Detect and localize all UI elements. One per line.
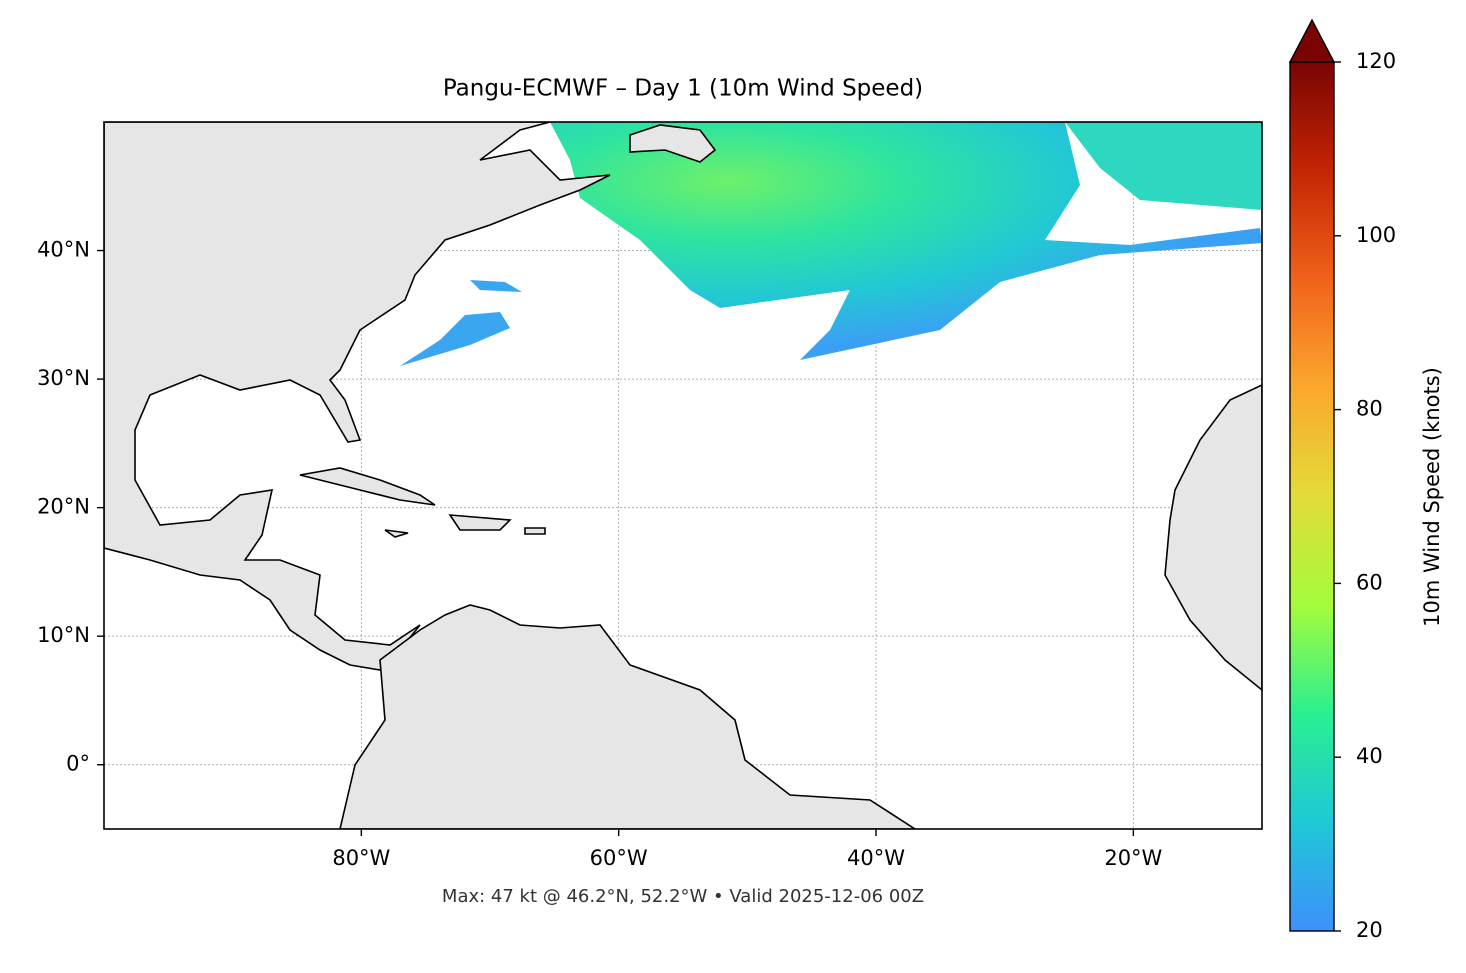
y-tick-label: 30°N bbox=[37, 366, 90, 390]
x-tick-label: 40°W bbox=[847, 846, 905, 870]
wind-field bbox=[470, 280, 522, 292]
x-tick-label: 20°W bbox=[1104, 846, 1162, 870]
colorbar-tick-label: 60 bbox=[1356, 570, 1383, 594]
y-tick-label: 0° bbox=[66, 752, 90, 776]
chart-title: Pangu-ECMWF – Day 1 (10m Wind Speed) bbox=[443, 76, 923, 102]
land bbox=[1164, 384, 1262, 692]
colorbar-extend bbox=[1288, 18, 1336, 63]
land bbox=[339, 604, 917, 829]
colorbar-tick-label: 40 bbox=[1356, 744, 1383, 768]
axes: 80°W 60°W 40°W 20°W 0° 10°N 20°N 30°N 40°N bbox=[37, 238, 1162, 870]
y-tick-label: 20°N bbox=[37, 495, 90, 519]
colorbar-tick-label: 20 bbox=[1356, 918, 1383, 942]
footer-note: Max: 47 kt @ 46.2°N, 52.2°W • Valid 2025… bbox=[442, 886, 924, 907]
map-frame bbox=[103, 121, 1263, 830]
colorbar-tick-label: 120 bbox=[1356, 49, 1396, 73]
land bbox=[299, 467, 436, 506]
colorbar: 10m Wind Speed (knots) 20 40 60 80 100 120 bbox=[1288, 18, 1444, 942]
y-tick-label: 40°N bbox=[37, 238, 90, 262]
y-tick-label: 10°N bbox=[37, 623, 90, 647]
land bbox=[104, 122, 611, 671]
x-tick-label: 80°W bbox=[332, 846, 390, 870]
wind-field bbox=[1065, 122, 1262, 210]
wind-field bbox=[400, 312, 510, 366]
x-tick-label: 60°W bbox=[590, 846, 648, 870]
colorbar-tick-label: 100 bbox=[1356, 223, 1396, 247]
colorbar-bar bbox=[1289, 61, 1335, 932]
map-area bbox=[104, 122, 1262, 829]
land bbox=[384, 514, 546, 538]
wind-field bbox=[550, 122, 1262, 360]
land bbox=[629, 124, 717, 163]
colorbar-tick-label: 80 bbox=[1356, 397, 1383, 421]
colorbar-label: 10m Wind Speed (knots) bbox=[1420, 367, 1444, 627]
